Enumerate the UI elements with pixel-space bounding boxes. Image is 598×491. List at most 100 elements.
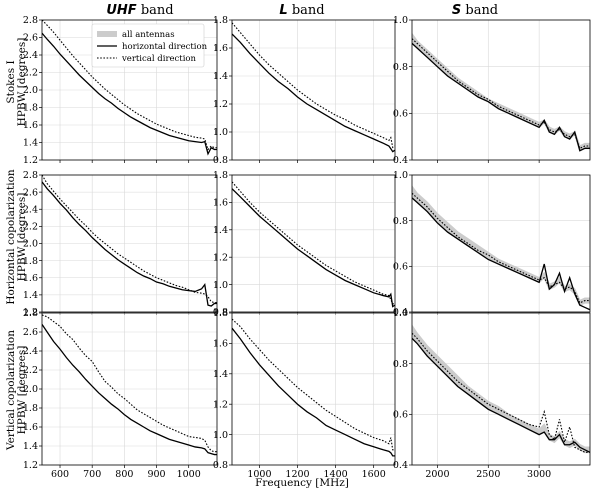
legend-label-horizontal: horizontal direction <box>122 42 208 52</box>
y-tick-label: 1.0 <box>393 15 408 26</box>
y-tick-label: 1.4 <box>23 441 38 452</box>
plot-area <box>42 314 217 456</box>
series-horizontal-direction <box>232 327 395 457</box>
series-vertical-direction <box>232 318 395 451</box>
x-tick-label: 3000 <box>527 469 551 480</box>
x-tick-label: 2000 <box>425 469 449 480</box>
y-tick-label: 2.0 <box>23 384 38 395</box>
panel-r2-c0: 1.2 1.4 1.6 1.8 2.0 2.2 2.4 2.6 2.8 600 700 800 900 1… <box>23 308 218 480</box>
legend-box <box>91 23 205 68</box>
col-title-uhf-rest: band <box>137 3 174 18</box>
plot-area <box>232 22 395 153</box>
panel-r2-c2: 0.4 0.6 0.8 1.0 2000 2500 3000 <box>393 308 591 480</box>
y-tick-label: 1.2 <box>213 252 228 263</box>
x-axis-label: Frequency [MHz] <box>255 477 349 489</box>
y-tick-label: 1.2 <box>23 460 38 471</box>
y-tick-label: 2.8 <box>23 308 38 319</box>
series-horizontal-direction <box>42 181 217 307</box>
legend-swatch-all <box>97 31 117 37</box>
y-tick-label: 0.6 <box>393 410 408 421</box>
y-tick-label: 1.0 <box>393 170 408 181</box>
y-tick-label: 1.0 <box>213 430 228 441</box>
plot-area <box>412 32 590 152</box>
series-horizontal-direction <box>412 197 590 311</box>
y-tick-label: 0.6 <box>393 109 408 120</box>
col-title-l-em: L <box>279 3 287 18</box>
row-label-1-line2: HPBW [degrees] <box>16 193 28 282</box>
y-tick-label: 0.4 <box>393 307 408 318</box>
y-tick-label: 2.0 <box>23 85 38 96</box>
y-tick-label: 1.8 <box>23 103 38 114</box>
series-horizontal-direction <box>42 32 217 156</box>
y-tick-label: 1.4 <box>23 138 38 149</box>
col-title-s-rest: band <box>461 3 498 18</box>
y-tick-label: 2.8 <box>23 15 38 26</box>
plot-area <box>232 318 395 457</box>
col-title-l-rest: band <box>288 3 325 18</box>
y-tick-label: 1.0 <box>213 127 228 138</box>
y-tick-label: 2.4 <box>23 204 38 215</box>
y-tick-label: 2.6 <box>23 187 38 198</box>
panel-r0-c1: 0.8 1.0 1.2 1.4 1.6 1.8 <box>213 15 396 166</box>
x-tick-label: 700 <box>83 469 101 480</box>
series-vertical-direction <box>42 175 217 304</box>
y-tick-label: 1.8 <box>23 403 38 414</box>
panel-r2-c1: 0.8 1.0 1.2 1.4 1.6 1.8 1000 1200 1400 1600 <box>213 308 396 480</box>
x-tick-label: 1200 <box>285 469 309 480</box>
y-tick-label: 2.2 <box>23 365 38 376</box>
y-tick-label: 1.4 <box>23 290 38 301</box>
panel-r1-c0: 1.2 1.4 1.6 1.8 2.0 2.2 2.4 2.6 2.8 <box>23 170 218 318</box>
panel-r1-c1: 0.8 1.0 1.2 1.4 1.6 1.8 <box>213 170 396 318</box>
y-tick-label: 0.8 <box>213 155 228 166</box>
y-tick-label: 1.8 <box>213 170 228 181</box>
row-label-0-line2: HPBW [degrees] <box>16 38 28 127</box>
y-tick-label: 0.6 <box>393 262 408 273</box>
plot-area <box>412 185 590 311</box>
row-label-2-line1: Vertical copolarization <box>5 330 17 451</box>
y-tick-label: 1.6 <box>23 273 38 284</box>
x-tick-label: 900 <box>147 469 165 480</box>
panel-frame <box>231 174 396 313</box>
y-tick-label: 1.8 <box>23 256 38 267</box>
col-title-uhf: UHF band <box>106 3 173 18</box>
series-vertical-direction <box>412 38 590 150</box>
legend: all antennas horizontal direction vertic… <box>91 23 208 68</box>
y-tick-label: 1.4 <box>213 369 228 380</box>
row-label-stokes-i: Stokes I HPBW [degrees] <box>5 38 28 127</box>
x-tick-label: 800 <box>115 469 133 480</box>
col-title-s-em: S <box>452 3 461 18</box>
row-label-0-line1: Stokes I <box>5 60 17 103</box>
y-tick-label: 0.4 <box>393 460 408 471</box>
panel-frame <box>411 174 591 313</box>
series-vertical-direction <box>412 192 590 304</box>
col-title-s: S band <box>452 3 498 18</box>
legend-label-vertical: vertical direction <box>121 54 197 64</box>
row-label-1-line1: Horizontal copolarization <box>5 169 17 305</box>
y-tick-label: 1.6 <box>23 120 38 131</box>
plot-area <box>42 175 217 307</box>
y-tick-label: 0.4 <box>393 155 408 166</box>
y-tick-label: 2.4 <box>23 50 38 61</box>
y-tick-label: 1.0 <box>393 308 408 319</box>
col-title-uhf-em: UHF <box>106 3 136 18</box>
y-tick-label: 0.8 <box>213 307 228 318</box>
plot-area <box>42 20 217 156</box>
x-tick-label: 1600 <box>362 469 386 480</box>
legend-label-all: all antennas <box>122 30 175 40</box>
row-label-vertical: Vertical copolarization HPBW [degrees] <box>5 330 28 451</box>
y-tick-label: 2.6 <box>23 33 38 44</box>
y-tick-label: 1.6 <box>213 43 228 54</box>
series-horizontal-direction <box>232 188 395 308</box>
panel-r0-c2: 0.4 0.6 0.8 1.0 <box>393 15 591 166</box>
x-tick-label: 1000 <box>177 469 201 480</box>
panel-frame <box>231 19 396 161</box>
y-tick-label: 0.8 <box>213 460 228 471</box>
plot-area <box>412 324 590 454</box>
y-tick-label: 1.2 <box>213 399 228 410</box>
y-tick-label: 1.4 <box>213 71 228 82</box>
y-tick-label: 1.6 <box>213 339 228 350</box>
x-tick-label: 2500 <box>476 469 500 480</box>
series-horizontal-direction <box>412 42 590 152</box>
y-tick-label: 2.6 <box>23 327 38 338</box>
